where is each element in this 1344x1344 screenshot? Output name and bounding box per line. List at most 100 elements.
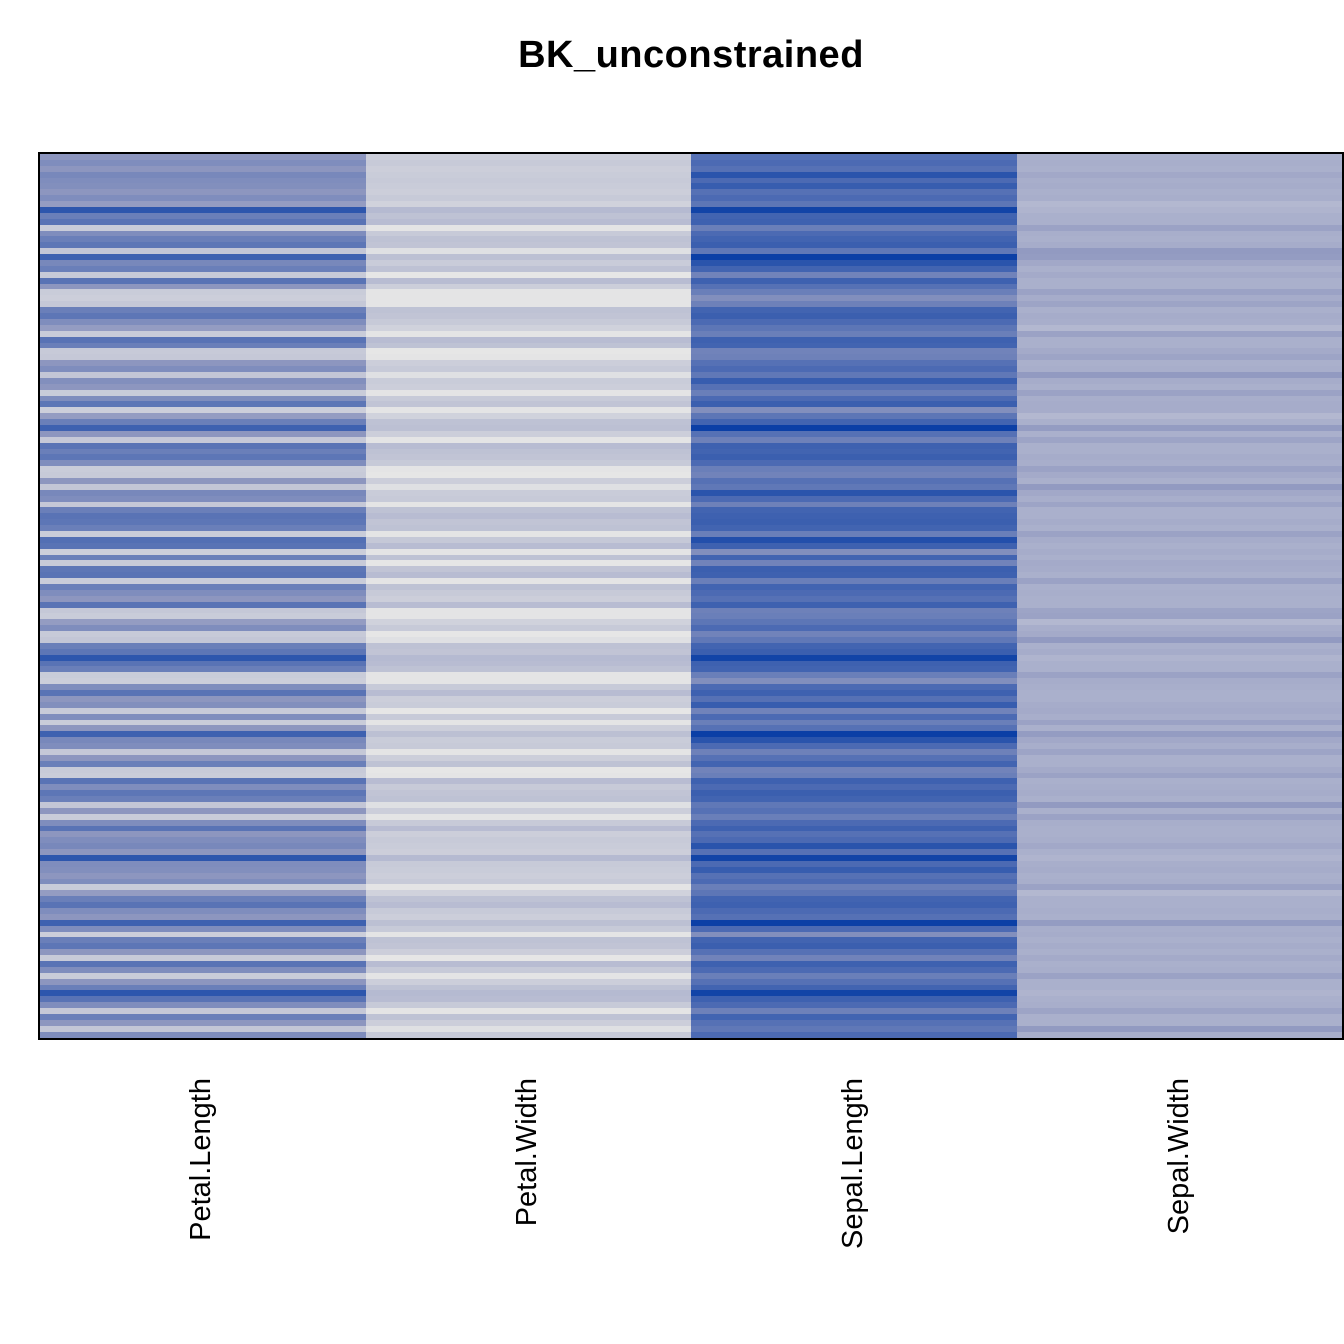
heatmap-cell: [691, 701, 1017, 708]
chart-title: BK_unconstrained: [518, 34, 864, 76]
heatmap-cell: [1016, 648, 1342, 655]
heatmap-row: [40, 507, 1342, 514]
heatmap-cell: [1016, 501, 1342, 508]
heatmap-cell: [691, 283, 1017, 290]
heatmap-cell: [40, 784, 366, 791]
heatmap-cell: [691, 171, 1017, 178]
heatmap-row: [40, 318, 1342, 325]
heatmap-cell: [40, 1025, 366, 1032]
heatmap-cell: [1016, 271, 1342, 278]
heatmap-row: [40, 766, 1342, 773]
heatmap-row: [40, 483, 1342, 490]
heatmap-cell: [365, 996, 691, 1003]
heatmap-row: [40, 666, 1342, 673]
heatmap-cell: [40, 648, 366, 655]
heatmap-cell: [1016, 584, 1342, 590]
heatmap-cell: [1016, 295, 1342, 302]
heatmap-cell: [691, 919, 1017, 926]
heatmap-cell: [40, 207, 366, 213]
heatmap-cell: [691, 648, 1017, 655]
heatmap-cell: [691, 407, 1017, 414]
heatmap-cell: [365, 672, 691, 679]
heatmap-row: [40, 701, 1342, 708]
heatmap-cell: [365, 866, 691, 873]
heatmap-cell: [691, 442, 1017, 449]
heatmap-cell: [1016, 760, 1342, 767]
heatmap-cell: [691, 890, 1017, 897]
heatmap-cell: [365, 642, 691, 649]
heatmap-row: [40, 695, 1342, 702]
heatmap-cell: [691, 519, 1017, 526]
heatmap-cell: [691, 801, 1017, 808]
heatmap-cell: [40, 578, 366, 585]
heatmap-cell: [365, 413, 691, 420]
heatmap-row: [40, 389, 1342, 396]
heatmap-cell: [40, 436, 366, 443]
heatmap-cell: [691, 819, 1017, 826]
heatmap-row: [40, 519, 1342, 526]
heatmap-cell: [691, 454, 1017, 461]
column-label-sepal-length: Sepal.Length: [837, 1078, 869, 1249]
heatmap-cell: [40, 737, 366, 744]
heatmap-cell: [365, 578, 691, 585]
heatmap-cell: [691, 324, 1017, 331]
heatmap-cell: [40, 595, 366, 602]
heatmap-cell: [691, 849, 1017, 855]
heatmap-cell: [1016, 330, 1342, 337]
heatmap-cell: [40, 919, 366, 926]
heatmap-cell: [1016, 454, 1342, 461]
heatmap-cell: [1016, 937, 1342, 944]
heatmap-cell: [691, 666, 1017, 673]
heatmap-cell: [365, 236, 691, 243]
heatmap-cell: [40, 866, 366, 873]
heatmap-cell: [40, 908, 366, 914]
heatmap-row: [40, 955, 1342, 962]
heatmap-cell: [365, 395, 691, 402]
heatmap-cell: [691, 778, 1017, 785]
heatmap-cell: [365, 837, 691, 844]
heatmap-cell: [365, 277, 691, 284]
heatmap-cell: [365, 949, 691, 956]
heatmap-cell: [365, 289, 691, 296]
heatmap-cell: [691, 472, 1017, 478]
heatmap-row: [40, 978, 1342, 985]
heatmap-cell: [40, 495, 366, 502]
heatmap-cell: [40, 760, 366, 767]
heatmap-cell: [691, 961, 1017, 967]
heatmap-cell: [40, 354, 366, 361]
heatmap-row: [40, 896, 1342, 903]
heatmap-cell: [40, 236, 366, 243]
heatmap-cell: [40, 1002, 366, 1009]
heatmap-row: [40, 996, 1342, 1003]
heatmap-cell: [691, 348, 1017, 355]
heatmap-cell: [691, 371, 1017, 378]
heatmap-cell: [1016, 354, 1342, 361]
heatmap-cell: [365, 154, 691, 160]
heatmap-cell: [691, 743, 1017, 749]
heatmap-row: [40, 637, 1342, 643]
heatmap-cell: [1016, 754, 1342, 761]
heatmap-row: [40, 578, 1342, 585]
heatmap-cell: [40, 666, 366, 673]
heatmap-cell: [1016, 731, 1342, 738]
heatmap-row: [40, 313, 1342, 319]
heatmap-cell: [40, 949, 366, 956]
heatmap-cell: [1016, 254, 1342, 261]
heatmap-row: [40, 236, 1342, 243]
heatmap-cell: [40, 1031, 366, 1038]
heatmap-row: [40, 430, 1342, 437]
heatmap-cell: [691, 866, 1017, 873]
heatmap-cell: [691, 854, 1017, 861]
heatmap-cell: [1016, 684, 1342, 691]
heatmap-cell: [1016, 371, 1342, 378]
heatmap-cell: [365, 401, 691, 408]
heatmap-cell: [40, 477, 366, 484]
heatmap-cell: [40, 943, 366, 950]
heatmap-cell: [40, 996, 366, 1003]
heatmap-cell: [1016, 413, 1342, 420]
heatmap-row: [40, 401, 1342, 408]
heatmap-cell: [365, 171, 691, 178]
heatmap-cell: [365, 1008, 691, 1015]
heatmap-cell: [1016, 548, 1342, 555]
heatmap-cell: [1016, 860, 1342, 867]
